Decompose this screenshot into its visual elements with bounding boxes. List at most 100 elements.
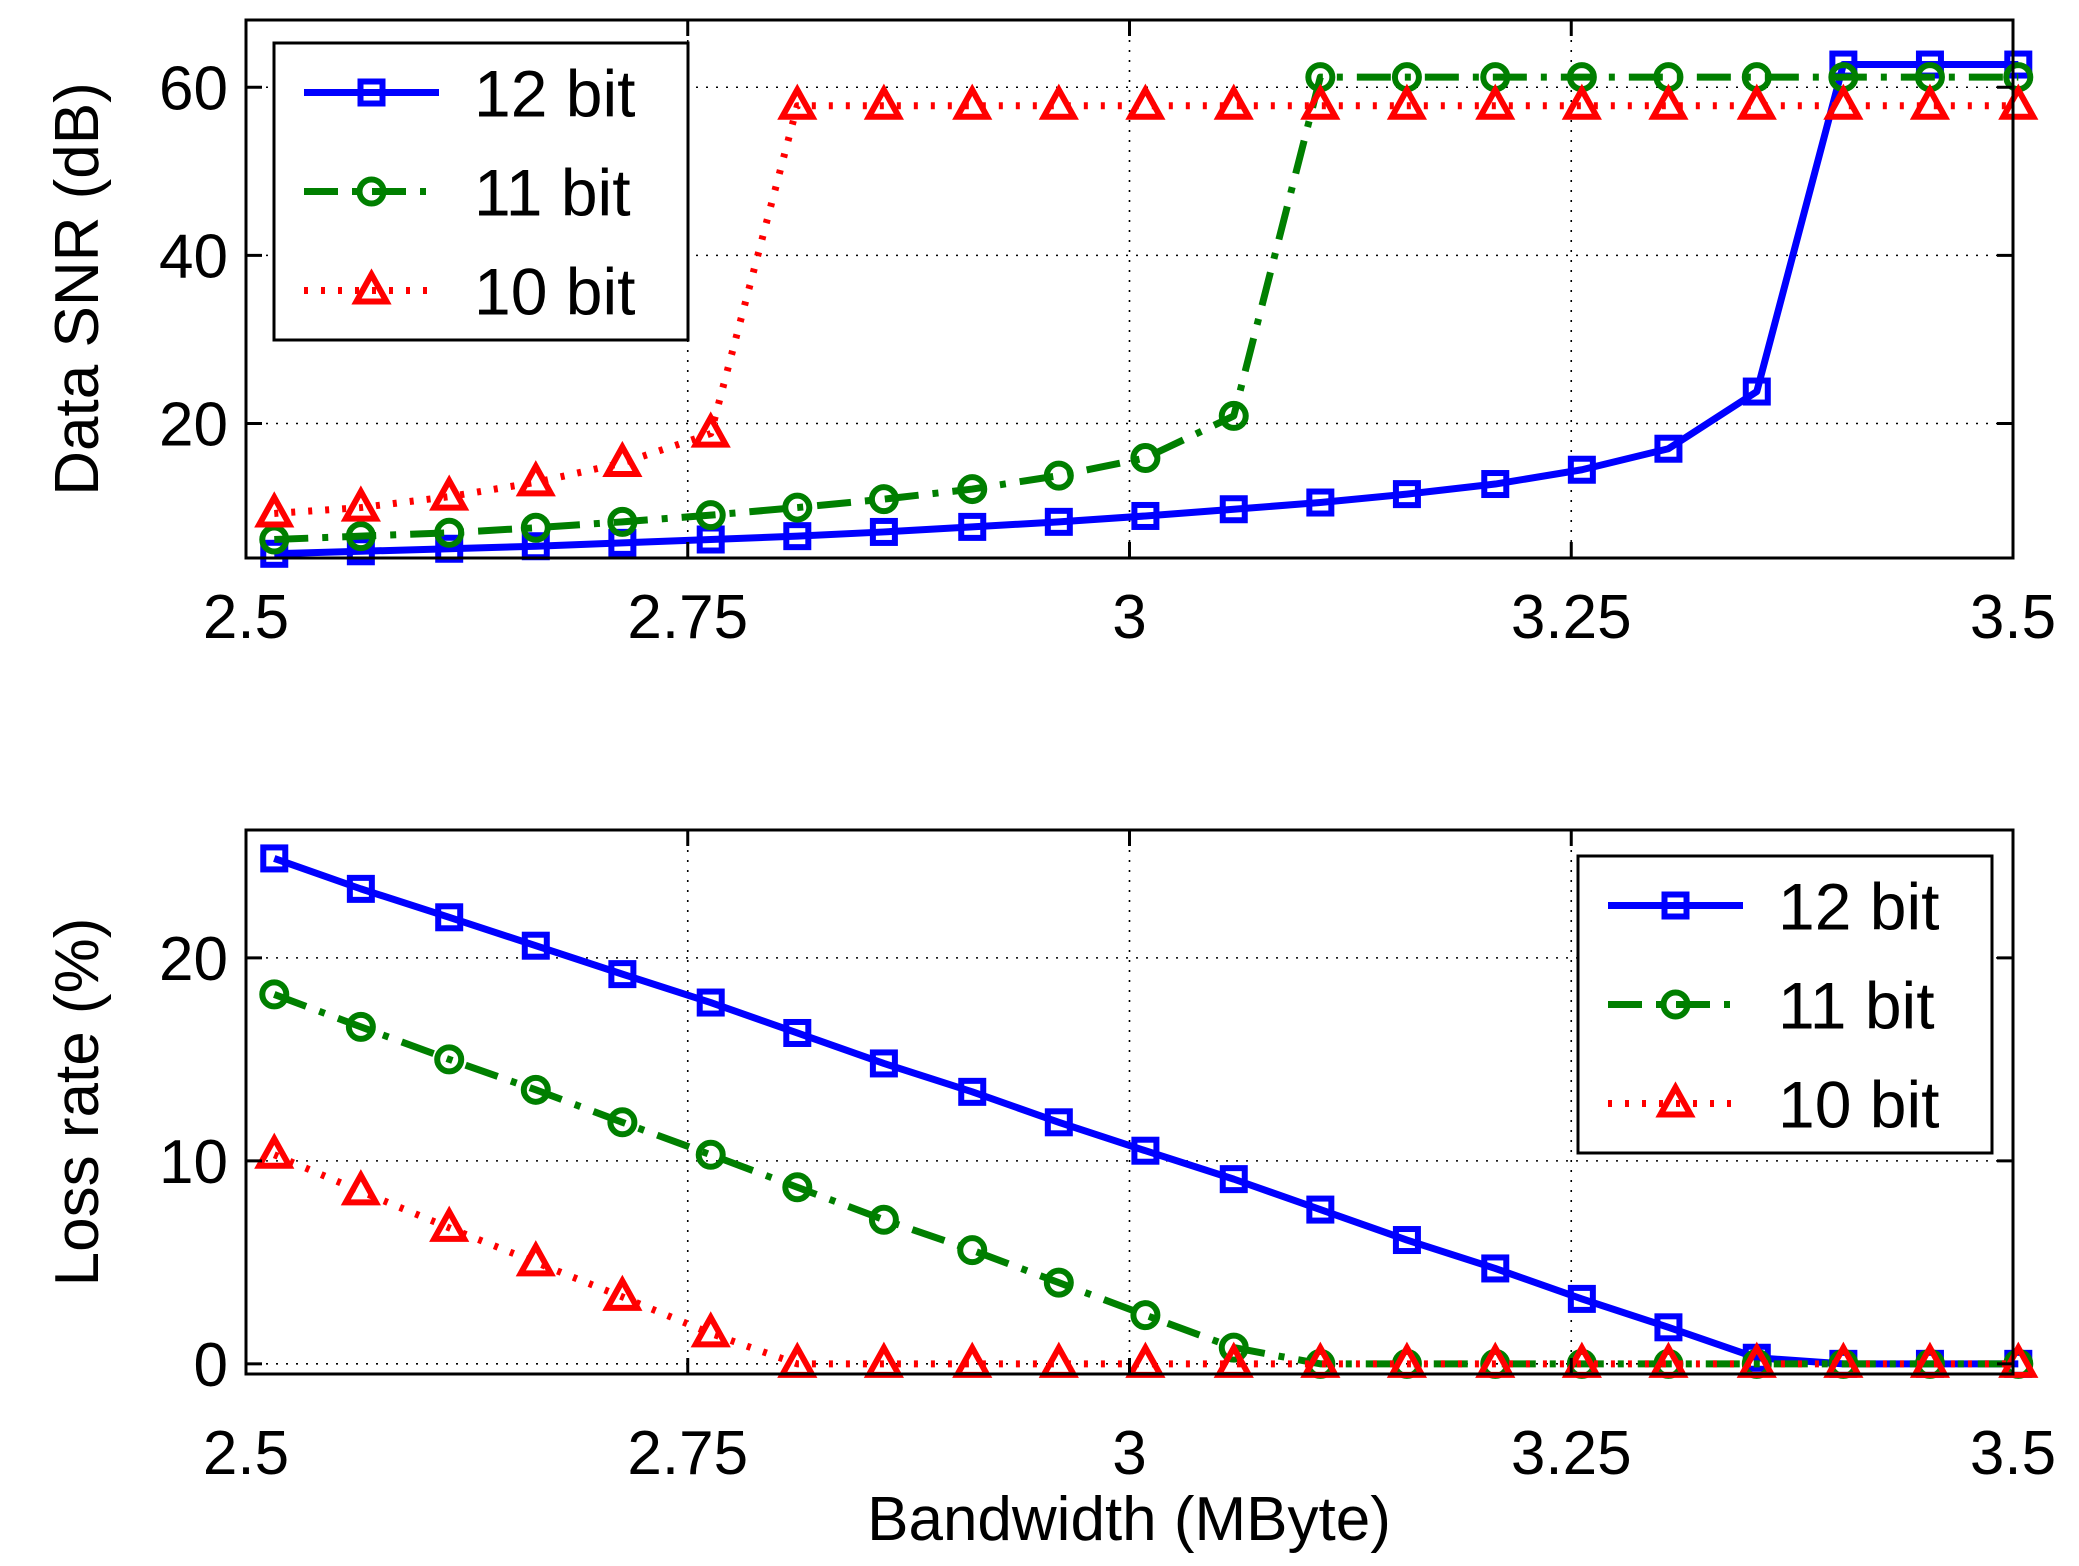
loss-point-12-bit: [1567, 1284, 1596, 1313]
snr-point-10-bit: [602, 440, 643, 478]
snr-y-tick-label: 40: [159, 222, 228, 291]
snr-point-10-bit: [429, 474, 470, 511]
snr-point-10-bit: [863, 83, 904, 120]
loss-point-12-bit: [1392, 1226, 1421, 1255]
snr-point-12-bit: [1654, 434, 1683, 463]
snr-legend-marker-11-bit: [356, 176, 387, 207]
loss-point-10-bit: [429, 1205, 470, 1242]
snr-point-10-bit: [1386, 83, 1428, 120]
snr-legend-label-11-bit: 11 bit: [474, 156, 631, 230]
snr-point-11-bit: [782, 492, 813, 523]
loss-grid: [246, 830, 2013, 1374]
snr-point-10-bit: [515, 460, 556, 497]
loss-point-11-bit: [259, 979, 290, 1010]
loss-legend-label-10-bit: 10 bit: [1778, 1068, 1939, 1142]
loss-y-axis-label: Loss rate (%): [43, 918, 112, 1287]
loss-point-12-bit: [521, 931, 550, 960]
snr-legend-label-12-bit: 12 bit: [474, 57, 635, 131]
loss-y-tick-label: 10: [159, 1128, 228, 1197]
loss-rate-chart: 2.5 2.75 3 3.25 3.5 0 10 20 Loss rate (%) Bandw…: [43, 828, 2056, 1554]
snr-point-12-bit: [1742, 377, 1771, 406]
loss-point-10-bit: [1998, 1341, 2039, 1378]
snr-series-12-bit: [260, 50, 2033, 568]
loss-point-12-bit: [260, 844, 289, 873]
loss-point-12-bit: [696, 988, 725, 1017]
loss-y-tick-label: 0: [194, 1331, 228, 1400]
snr-point-12-bit: [1481, 470, 1510, 499]
loss-point-12-bit: [1654, 1313, 1683, 1342]
snr-point-10-bit: [1998, 83, 2039, 120]
snr-point-10-bit: [1475, 83, 1516, 120]
loss-point-12-bit: [435, 903, 464, 932]
snr-point-11-bit: [345, 521, 376, 552]
loss-point-12-bit: [783, 1018, 812, 1047]
snr-point-10-bit: [1125, 83, 1166, 120]
loss-legend-label-11-bit: 11 bit: [1778, 969, 1935, 1043]
snr-point-12-bit: [260, 539, 289, 568]
snr-x-tick-label: 3.25: [1511, 583, 1632, 652]
loss-point-12-bit: [958, 1077, 987, 1106]
loss-point-10-bit: [602, 1274, 643, 1311]
loss-point-11-bit: [607, 1107, 638, 1138]
loss-x-tick-label: 2.75: [627, 1419, 748, 1488]
snr-point-11-bit: [868, 484, 899, 515]
snr-y-axis-label: Data SNR (dB): [43, 82, 112, 495]
snr-point-11-bit: [1218, 400, 1249, 431]
loss-y-tick-label: 20: [159, 925, 228, 994]
snr-point-10-bit: [1038, 83, 1079, 120]
loss-x-tick-label: 3.25: [1511, 1419, 1632, 1488]
loss-point-12-bit: [608, 960, 637, 989]
snr-y-tick-label: 60: [159, 54, 228, 123]
snr-point-10-bit: [1648, 83, 1689, 120]
snr-point-11-bit: [1043, 460, 1074, 491]
snr-series-10-bit: [254, 83, 2039, 528]
snr-x-tick-label: 3.5: [1970, 583, 2056, 652]
loss-point-12-bit: [1306, 1195, 1335, 1224]
loss-point-10-bit: [690, 1311, 731, 1348]
snr-x-tick-label: 3: [1112, 583, 1146, 652]
snr-ticks: 2.5 2.75 3 3.25 3.5 20 40 60: [159, 20, 2056, 652]
snr-point-11-bit: [1130, 442, 1161, 473]
snr-series-11-bit: [259, 62, 2034, 555]
loss-x-axis-label: Bandwidth (MByte): [867, 1485, 1391, 1554]
loss-x-tick-label: 3: [1112, 1419, 1146, 1488]
loss-point-11-bit: [1130, 1300, 1161, 1331]
snr-chart: 2.5 2.75 3 3.25 3.5 20 40 60 Data SNR (dB) 12 b…: [43, 18, 2056, 652]
snr-point-10-bit: [1561, 83, 1602, 120]
loss-legend: 12 bit 11 bit 10 bit: [1576, 854, 1994, 1155]
loss-point-11-bit: [957, 1235, 988, 1266]
loss-line-12-bit: [273, 855, 2019, 1368]
snr-point-12-bit: [869, 517, 898, 546]
loss-point-11-bit: [345, 1011, 376, 1042]
snr-legend-box: [272, 41, 690, 342]
snr-x-tick-label: 2.5: [203, 583, 289, 652]
loss-series-group: [254, 844, 2039, 1379]
snr-legend: 12 bit 11 bit 10 bit: [272, 41, 690, 342]
snr-legend-marker-12-bit: [357, 78, 386, 107]
loss-x-tick-label: 3.5: [1970, 1419, 2056, 1488]
snr-point-12-bit: [1044, 507, 1073, 536]
snr-point-12-bit: [435, 534, 464, 563]
snr-point-11-bit: [607, 506, 638, 537]
loss-point-11-bit: [520, 1074, 551, 1105]
loss-point-11-bit: [782, 1172, 813, 1203]
snr-line-12-bit: [274, 61, 2019, 558]
loss-point-11-bit: [434, 1044, 465, 1075]
snr-point-11-bit: [520, 512, 551, 543]
loss-point-11-bit: [1043, 1267, 1074, 1298]
loss-point-11-bit: [868, 1204, 899, 1235]
loss-point-10-bit: [254, 1132, 295, 1169]
snr-legend-marker-10-bit: [351, 268, 392, 305]
snr-point-10-bit: [777, 83, 818, 120]
snr-point-12-bit: [1131, 501, 1160, 530]
snr-point-10-bit: [690, 411, 731, 448]
snr-y-tick-label: 20: [159, 391, 228, 460]
snr-point-10-bit: [340, 485, 381, 522]
loss-point-11-bit: [1218, 1332, 1249, 1363]
snr-line-11-bit: [274, 73, 2019, 544]
loss-line-11-bit: [273, 991, 2019, 1368]
loss-point-12-bit: [1481, 1254, 1510, 1283]
loss-x-tick-label: 2.5: [203, 1419, 289, 1488]
snr-point-10-bit: [952, 83, 993, 120]
